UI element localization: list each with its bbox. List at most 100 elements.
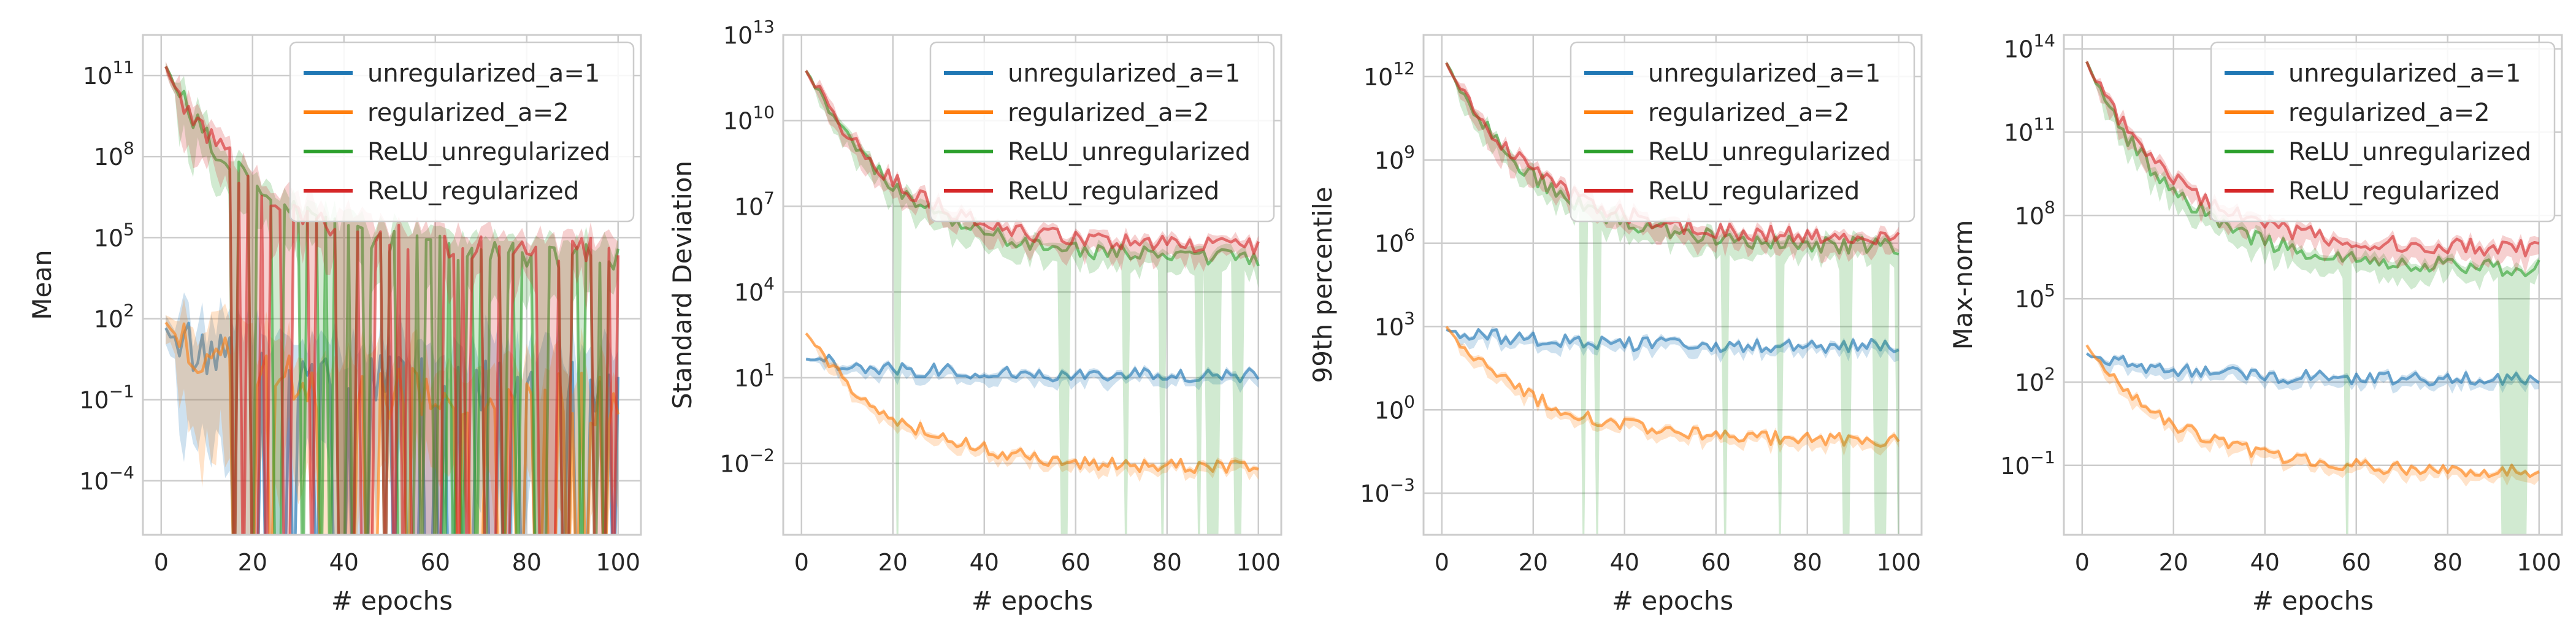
y-tick-label: 1011	[83, 57, 134, 90]
y-tick-label: 108	[2015, 197, 2055, 229]
y-tick-label: 109	[1374, 142, 1415, 174]
y-tick-label: 108	[94, 138, 134, 171]
legend-entry: ReLU_unregularized	[1648, 138, 1891, 166]
y-tick-label: 1012	[1363, 58, 1415, 91]
legend: unregularized_a=1 regularized_a=2 ReLU_unr…	[1570, 41, 1915, 223]
band-unregularized_a=1	[806, 353, 1259, 393]
y-tick-label: 1013	[723, 17, 775, 49]
x-tick-label: 60	[1701, 549, 1731, 576]
y-tick-label: 10−1	[79, 381, 134, 414]
legend: unregularized_a=1 regularized_a=2 ReLU_unr…	[929, 41, 1275, 223]
line-ReLU_unregularized	[2085, 61, 2540, 278]
line-regularized_a=2	[1445, 326, 1900, 448]
y-tick-label: 107	[734, 188, 775, 220]
y-tick-label: 1011	[2004, 113, 2055, 146]
band-regularized_a=2	[2087, 344, 2539, 487]
line-regularized_a=2	[805, 332, 1259, 474]
band-ReLU_regularized	[166, 61, 618, 535]
subplot-3: 0 20 40 60 80 100 10−3 100 103 106 109 1012 # epochs…	[1308, 34, 1923, 616]
x-tick-label: 20	[238, 549, 267, 576]
legend-entry: regularized_a=2	[1648, 99, 1850, 127]
y-tick-label: 100	[1374, 391, 1415, 424]
x-tick-label: 0	[794, 549, 809, 576]
x-tick-label: 0	[2075, 549, 2090, 576]
subplot-4: 0 20 40 60 80 100 10−1 102 105 108 1011 1014 # epoch…	[1948, 31, 2563, 616]
legend-entry: unregularized_a=1	[367, 59, 600, 88]
y-axis-label: Standard Deviation	[667, 161, 697, 409]
plot-area	[805, 69, 1260, 535]
legend-box	[1570, 41, 1915, 223]
y-tick-label: 10−3	[1360, 475, 1415, 507]
x-tick-label: 40	[1610, 549, 1639, 576]
line-unregularized_a=1	[1446, 328, 1899, 354]
axes-frame	[142, 34, 642, 536]
band-ReLU_regularized	[806, 69, 1259, 272]
x-tick-label: 20	[878, 549, 908, 576]
y-tick-label: 1014	[2004, 31, 2055, 63]
legend-entry: ReLU_unregularized	[2288, 138, 2531, 166]
y-tick-label: 105	[2015, 280, 2055, 313]
y-tick-label: 10−2	[719, 445, 775, 478]
line-ReLU_unregularized	[1445, 62, 1899, 256]
band-unregularized_a=1	[1446, 326, 1899, 363]
line-ReLU_regularized	[805, 70, 1260, 255]
x-tick-label: 20	[2159, 549, 2188, 576]
x-tick-label: 40	[2250, 549, 2280, 576]
legend-entry: ReLU_unregularized	[1008, 138, 1251, 166]
legend-box	[289, 41, 635, 223]
y-tick-label: 103	[1374, 308, 1415, 340]
legend-box	[2210, 41, 2556, 223]
x-tick-label: 40	[329, 549, 359, 576]
band-ReLU_unregularized	[806, 69, 1259, 535]
legend-entry: ReLU_regularized	[1008, 177, 1219, 205]
x-tick-label: 60	[2342, 549, 2371, 576]
x-axis-label: # epochs	[972, 586, 1093, 616]
x-axis-label: # epochs	[331, 586, 453, 616]
y-tick-label: 106	[1374, 225, 1415, 258]
x-tick-label: 80	[1793, 549, 1822, 576]
y-tick-label: 104	[734, 274, 775, 306]
plot-area	[2085, 59, 2540, 535]
subplot-1: 0 20 40 60 80 100 10−4 10−1 102 105 108 1011 # epoch…	[27, 34, 642, 616]
line-unregularized_a=1	[805, 353, 1260, 384]
legend-entry: unregularized_a=1	[2288, 59, 2521, 88]
legend-entry: regularized_a=2	[367, 99, 569, 127]
subplot-2: 0 20 40 60 80 100 10−2 101 104 107 1010 1013 # epoch…	[667, 17, 1282, 616]
x-tick-label: 100	[1236, 549, 1281, 576]
legend-entry: regularized_a=2	[1008, 99, 1209, 127]
x-tick-label: 0	[154, 549, 169, 576]
x-tick-label: 40	[970, 549, 999, 576]
x-tick-label: 80	[1152, 549, 1182, 576]
line-regularized_a=2	[2085, 344, 2540, 478]
line-unregularized_a=1	[2085, 352, 2540, 387]
y-tick-label: 1010	[723, 102, 775, 135]
x-tick-label: 100	[596, 549, 640, 576]
legend-entry: ReLU_regularized	[1648, 177, 1860, 205]
legend-entry: ReLU_regularized	[367, 177, 579, 205]
x-tick-label: 100	[2517, 549, 2561, 576]
x-tick-label: 20	[1519, 549, 1548, 576]
line-ReLU_unregularized	[805, 70, 1260, 267]
legend-entry: unregularized_a=1	[1008, 59, 1240, 88]
y-axis-label: Mean	[27, 250, 57, 320]
legend-entry: ReLU_regularized	[2288, 177, 2500, 205]
line-ReLU_regularized	[164, 66, 620, 535]
y-tick-label: 102	[2015, 364, 2055, 396]
legend-entry: ReLU_unregularized	[367, 138, 610, 166]
y-tick-label: 105	[94, 219, 134, 251]
axes-frame	[782, 34, 1282, 536]
line-ReLU_unregularized	[164, 66, 619, 535]
y-axis-label: Max-norm	[1948, 220, 1978, 350]
y-tick-label: 101	[734, 359, 775, 392]
axes-frame	[2063, 34, 2563, 536]
axes-frame	[1422, 34, 1923, 536]
band-unregularized_a=1	[2087, 352, 2539, 394]
y-tick-label: 10−4	[79, 462, 134, 495]
line-ReLU_regularized	[1445, 62, 1900, 246]
y-tick-label: 10−1	[2000, 447, 2055, 480]
x-tick-label: 100	[1876, 549, 1921, 576]
plot-area	[164, 61, 620, 535]
legend-box	[929, 41, 1275, 223]
legend: unregularized_a=1 regularized_a=2 ReLU_unr…	[2210, 41, 2556, 223]
